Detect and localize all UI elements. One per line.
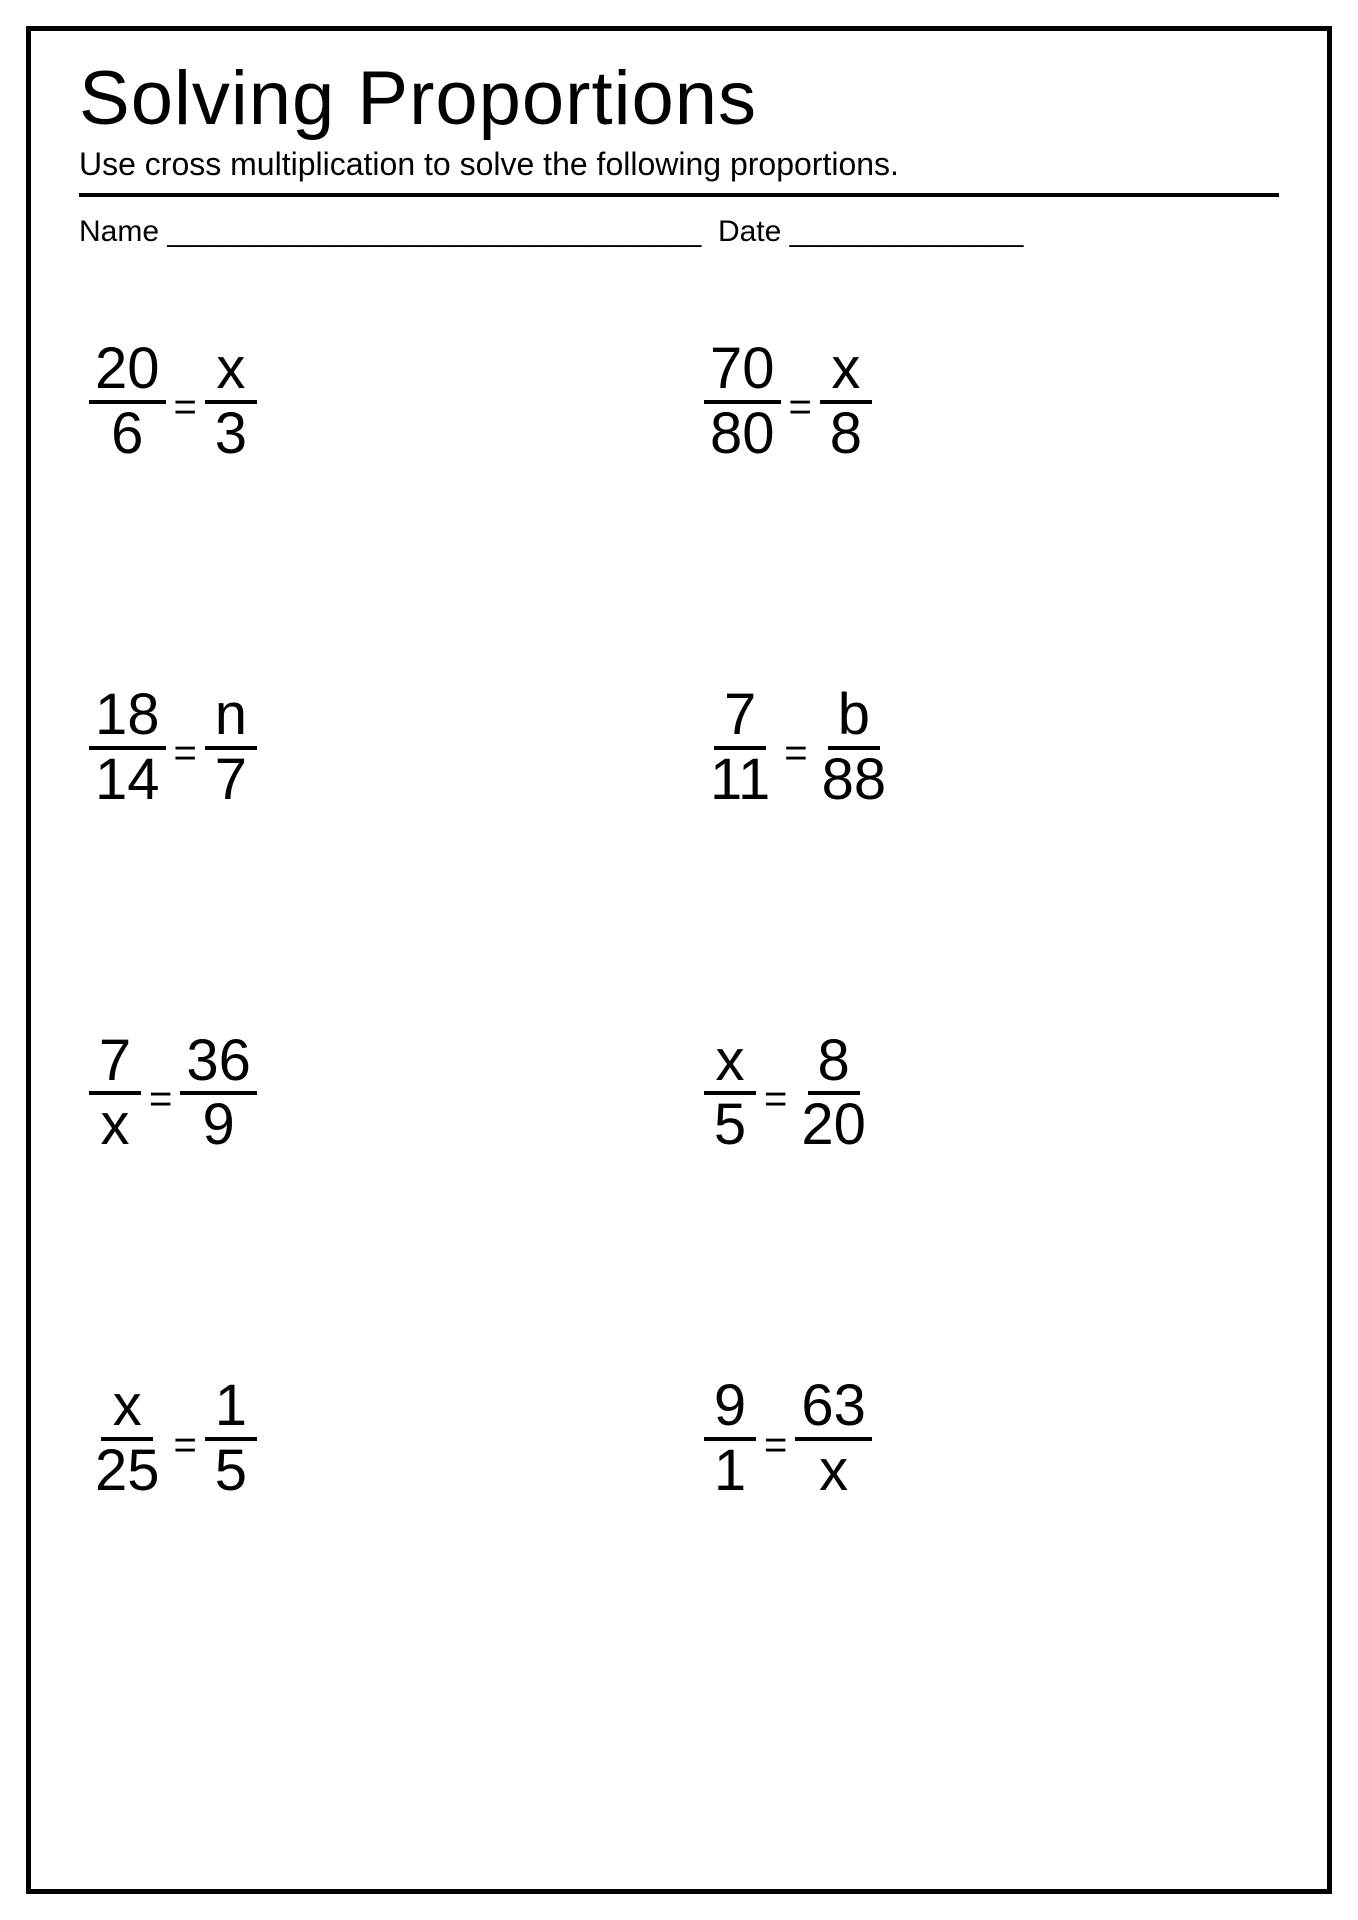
numerator: 63 xyxy=(795,1376,872,1441)
problem-1: 20 6 = x 3 xyxy=(89,339,664,465)
problem-6: x 5 = 8 20 xyxy=(704,1031,1279,1157)
denominator: 80 xyxy=(704,404,781,465)
denominator: 8 xyxy=(820,404,872,465)
denominator: 14 xyxy=(89,750,166,811)
problem-2: 70 80 = x 8 xyxy=(704,339,1279,465)
denominator: 9 xyxy=(193,1095,245,1156)
denominator: 88 xyxy=(816,750,893,811)
equals-sign: = xyxy=(781,385,820,430)
problem-4: 7 11 = b 88 xyxy=(704,685,1279,811)
denominator: 5 xyxy=(205,1441,257,1502)
fraction-left: 70 80 xyxy=(704,339,781,465)
fraction-right: 36 9 xyxy=(180,1031,257,1157)
fraction-right: b 88 xyxy=(816,685,893,811)
fraction-left: 20 6 xyxy=(89,339,166,465)
date-blank: ______________ xyxy=(790,215,1024,248)
fraction-right: 1 5 xyxy=(205,1376,257,1502)
numerator: x xyxy=(205,339,257,404)
problem-8: 9 1 = 63 x xyxy=(704,1376,1279,1502)
fraction-left: x 25 xyxy=(89,1376,166,1502)
fraction-left: 9 1 xyxy=(704,1376,756,1502)
problems-grid: 20 6 = x 3 70 80 = x 8 xyxy=(79,339,1279,1502)
equals-sign: = xyxy=(756,1077,795,1122)
problem-5: 7 x = 36 9 xyxy=(89,1031,664,1157)
denominator: 5 xyxy=(704,1095,756,1156)
denominator: x xyxy=(808,1441,860,1502)
denominator: 11 xyxy=(704,750,776,811)
numerator: x xyxy=(704,1031,756,1096)
numerator: 7 xyxy=(714,685,766,750)
worksheet-frame: Solving Proportions Use cross multiplica… xyxy=(26,26,1332,1894)
equals-sign: = xyxy=(166,385,205,430)
equals-sign: = xyxy=(141,1077,180,1122)
name-date-line: Name ________________________________ Da… xyxy=(79,215,1279,249)
denominator: 7 xyxy=(205,750,257,811)
numerator: 70 xyxy=(704,339,781,404)
fraction-right: 63 x xyxy=(795,1376,872,1502)
numerator: 9 xyxy=(704,1376,756,1441)
problem-3: 18 14 = n 7 xyxy=(89,685,664,811)
problem-7: x 25 = 1 5 xyxy=(89,1376,664,1502)
numerator: n xyxy=(205,685,257,750)
denominator: 20 xyxy=(795,1095,872,1156)
numerator: 7 xyxy=(89,1031,141,1096)
numerator: x xyxy=(820,339,872,404)
denominator: x xyxy=(89,1095,141,1156)
fraction-left: 7 11 xyxy=(704,685,776,811)
denominator: 1 xyxy=(704,1441,756,1502)
numerator: 8 xyxy=(808,1031,860,1096)
equals-sign: = xyxy=(756,1423,795,1468)
denominator: 6 xyxy=(101,404,153,465)
fraction-right: x 3 xyxy=(205,339,257,465)
fraction-right: n 7 xyxy=(205,685,257,811)
fraction-right: x 8 xyxy=(820,339,872,465)
equals-sign: = xyxy=(776,731,815,776)
instructions-text: Use cross multiplication to solve the fo… xyxy=(79,146,1279,183)
page-title: Solving Proportions xyxy=(79,55,1279,142)
numerator: 18 xyxy=(89,685,166,750)
fraction-left: x 5 xyxy=(704,1031,756,1157)
denominator: 3 xyxy=(205,404,257,465)
worksheet-page: Solving Proportions Use cross multiplica… xyxy=(0,0,1358,1920)
equals-sign: = xyxy=(166,1423,205,1468)
numerator: b xyxy=(828,685,880,750)
numerator: 1 xyxy=(205,1376,257,1441)
equals-sign: = xyxy=(166,731,205,776)
name-label: Name xyxy=(79,215,159,248)
numerator: 20 xyxy=(89,339,166,404)
fraction-right: 8 20 xyxy=(795,1031,872,1157)
numerator: 36 xyxy=(180,1031,257,1096)
numerator: x xyxy=(101,1376,153,1441)
date-label: Date xyxy=(718,215,781,248)
name-blank: ________________________________ xyxy=(167,215,701,248)
divider-line xyxy=(79,193,1279,197)
denominator: 25 xyxy=(89,1441,166,1502)
fraction-left: 18 14 xyxy=(89,685,166,811)
fraction-left: 7 x xyxy=(89,1031,141,1157)
